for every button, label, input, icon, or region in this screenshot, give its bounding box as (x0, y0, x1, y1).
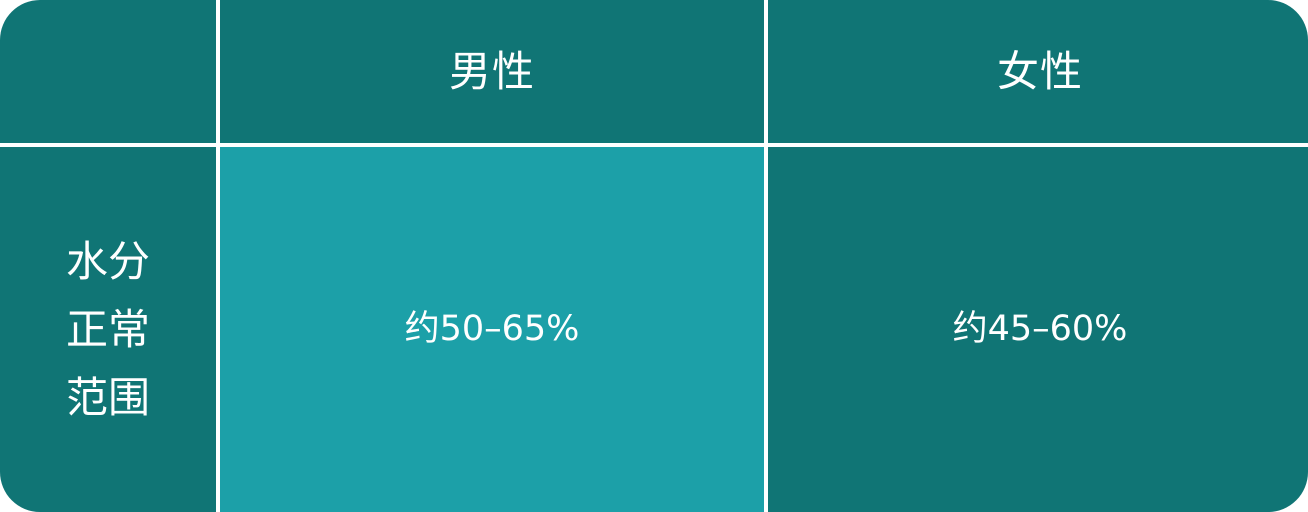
female-water-range-cell: 约45–60% (768, 147, 1308, 512)
male-water-range-cell: 约50–65% (220, 147, 764, 512)
male-water-range-value: 约50–65% (404, 309, 580, 349)
male-header-label: 男性 (448, 46, 535, 96)
row-header-water-normal-range: 水分 正常 范围 (0, 147, 216, 512)
column-header-male: 男性 (220, 0, 764, 143)
corner-cell (0, 0, 216, 143)
column-header-female: 女性 (768, 0, 1308, 143)
water-normal-range-label: 水分 正常 范围 (65, 236, 150, 422)
female-header-label: 女性 (996, 46, 1083, 96)
female-water-range-value: 约45–60% (952, 309, 1128, 349)
